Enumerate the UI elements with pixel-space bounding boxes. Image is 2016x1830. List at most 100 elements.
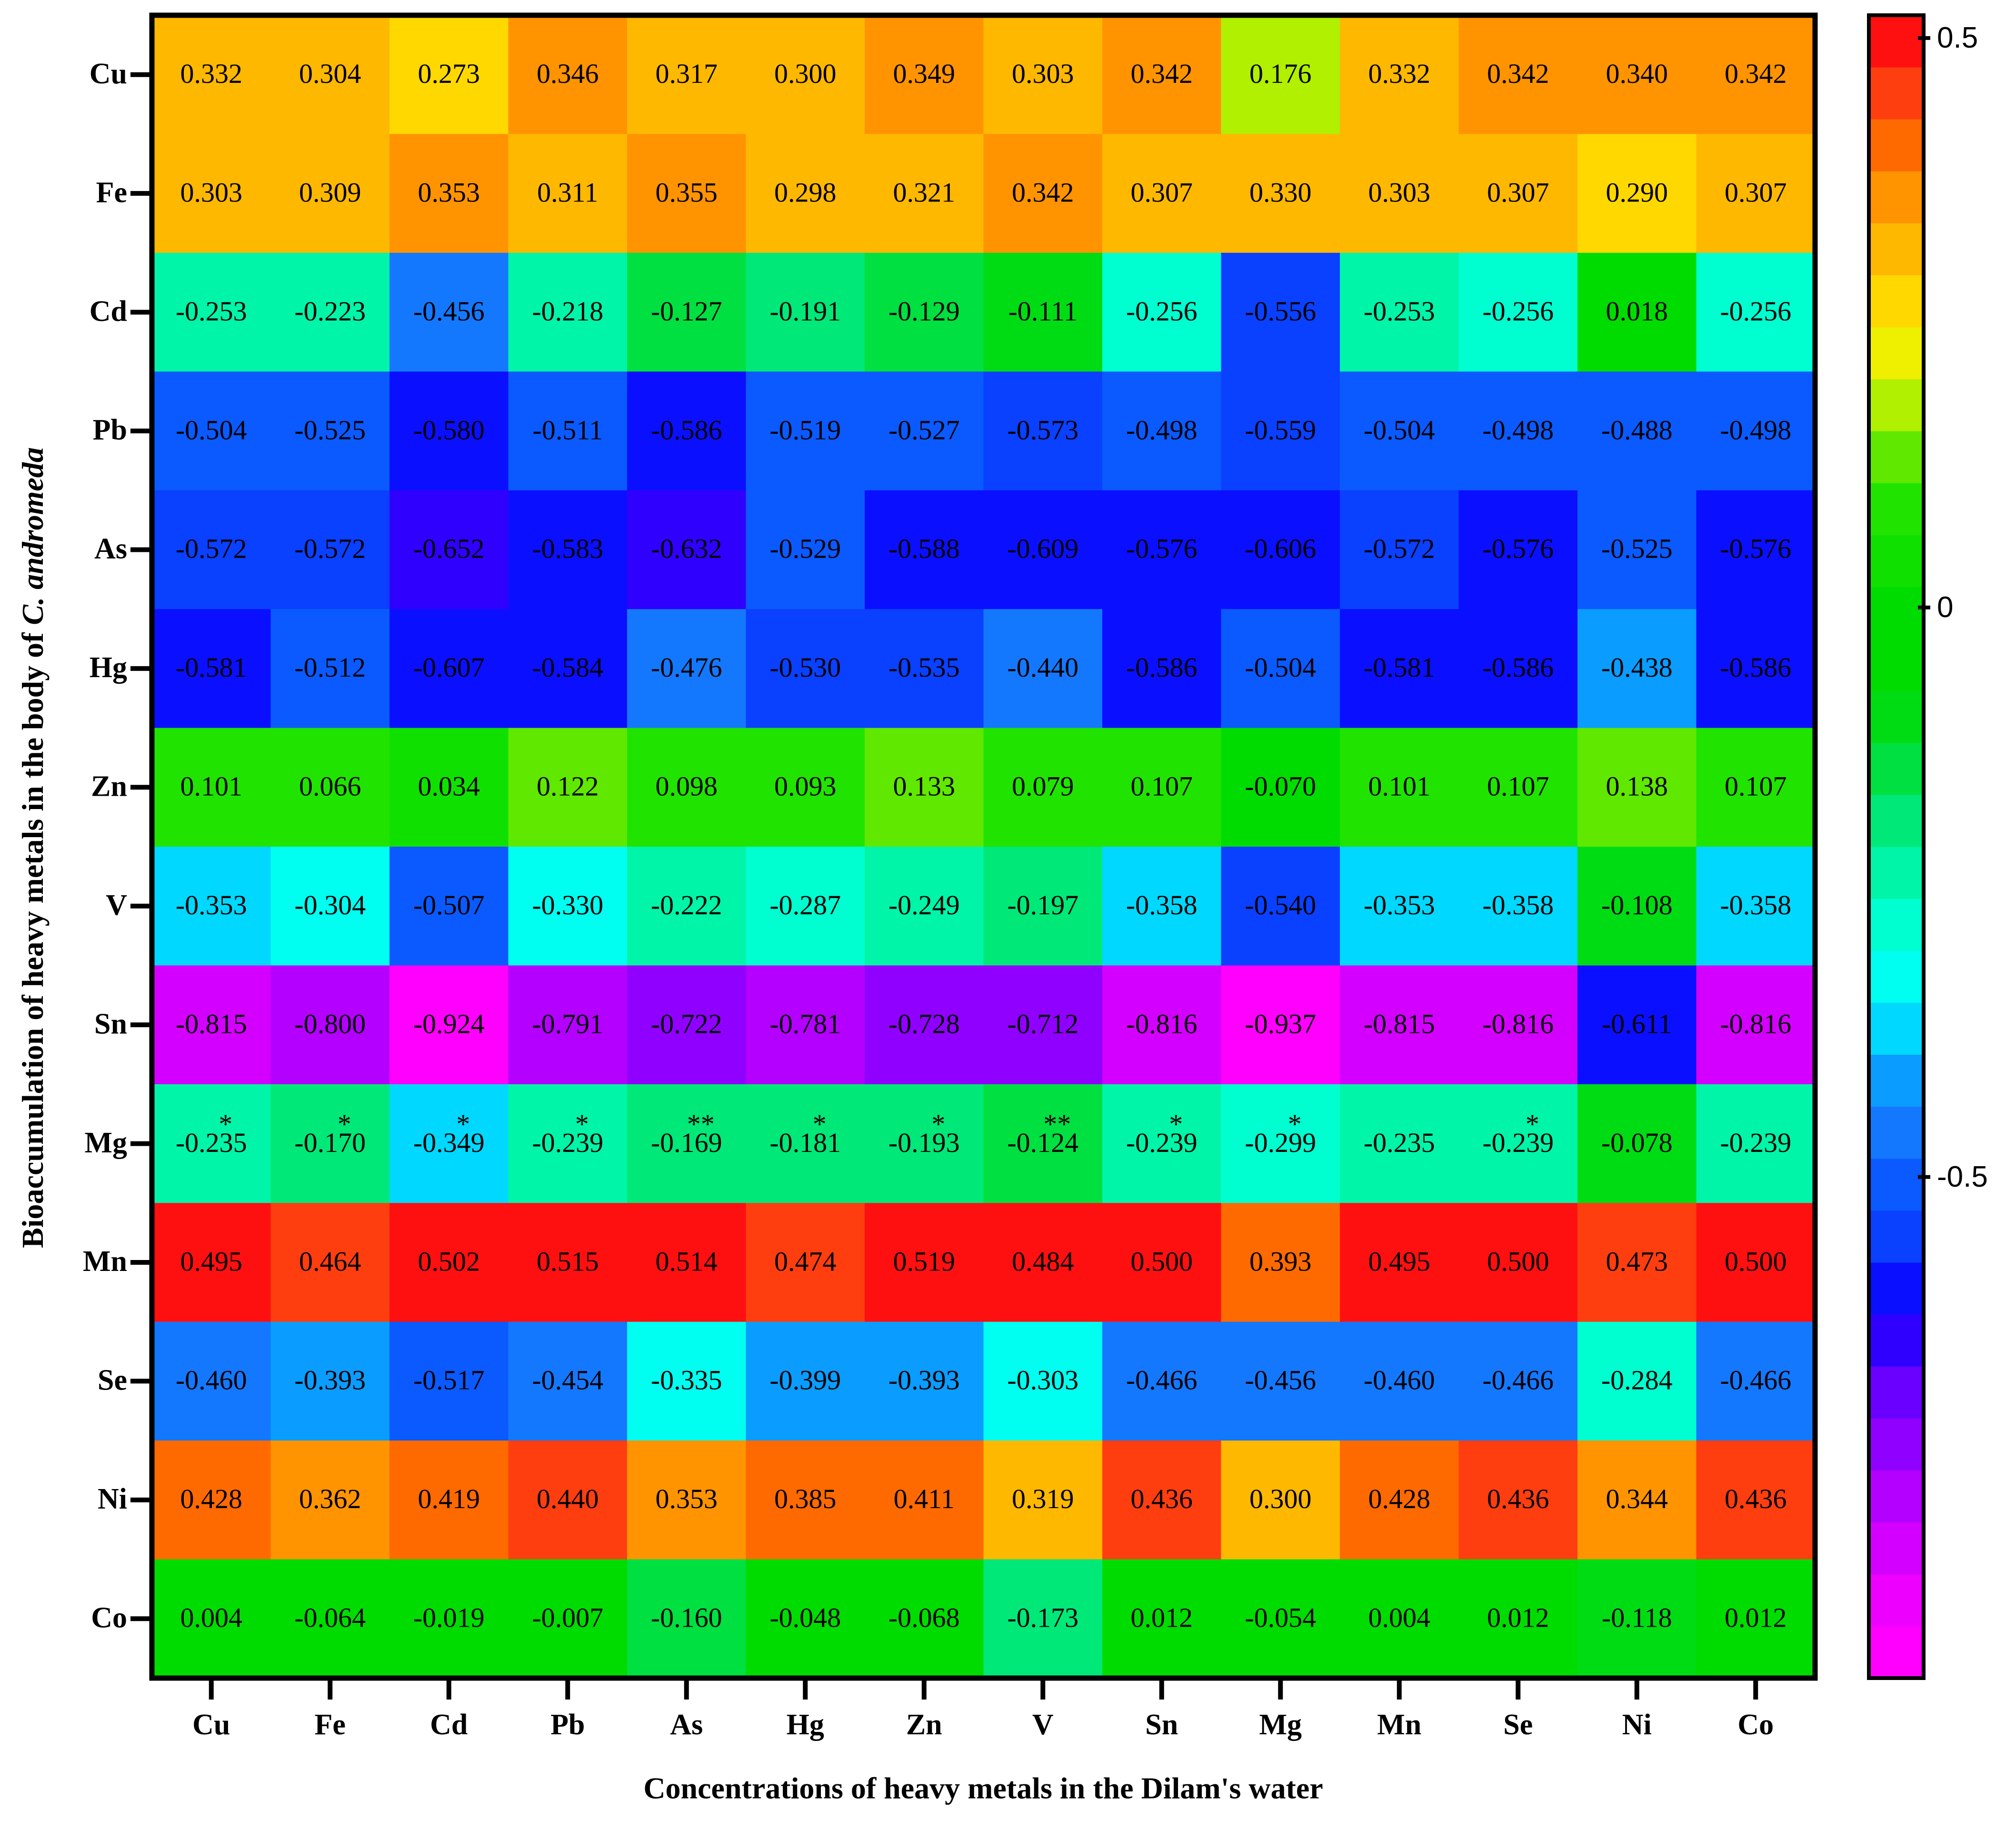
cell <box>746 15 865 134</box>
cell-label: -0.535 <box>888 652 960 683</box>
cell <box>1696 134 1816 253</box>
colorbar-tick-label: -0.5 <box>1937 1160 1988 1193</box>
y-axis-title: Bioaccumulation of heavy metals in the b… <box>16 447 50 1248</box>
cell <box>983 1084 1103 1203</box>
cell-label: 0.428 <box>180 1483 243 1514</box>
cell <box>746 728 865 847</box>
cell <box>746 1203 865 1322</box>
x-tick-label: Co <box>1737 1709 1774 1741</box>
cell <box>746 1559 865 1679</box>
cell <box>152 134 271 253</box>
cell <box>1696 371 1816 491</box>
cell-label: 0.353 <box>418 177 480 208</box>
cell-label: 0.098 <box>656 771 718 802</box>
cell-label: -0.584 <box>532 652 603 683</box>
cell-label: 0.303 <box>1368 177 1431 208</box>
cell-label: 0.484 <box>1012 1246 1074 1277</box>
cell-label: 0.307 <box>1487 177 1549 208</box>
cell-label: -0.466 <box>1720 1365 1791 1396</box>
cell-label: 0.340 <box>1606 58 1668 89</box>
cell-label: 0.411 <box>894 1483 955 1514</box>
cell-label: 0.012 <box>1487 1602 1549 1633</box>
cell-label: 0.353 <box>656 1483 718 1514</box>
cell-label: -0.815 <box>1364 1008 1435 1039</box>
cell <box>508 1321 628 1441</box>
cell-label: -0.530 <box>769 652 841 683</box>
cell <box>983 847 1103 966</box>
cell-label: -0.712 <box>1007 1008 1078 1039</box>
cell-label: -0.816 <box>1482 1008 1554 1039</box>
cell <box>1458 1440 1578 1560</box>
y-tick-label: Co <box>91 1602 127 1634</box>
cell <box>270 15 390 134</box>
colorbar-band <box>1869 119 1924 171</box>
colorbar-band <box>1869 483 1924 535</box>
cell-label: -0.235 <box>1364 1127 1435 1158</box>
cell-label: 0.342 <box>1012 177 1074 208</box>
cell <box>1221 1084 1340 1203</box>
cell-label: -0.556 <box>1245 296 1316 327</box>
cell <box>865 609 984 729</box>
cell <box>1577 371 1697 491</box>
cell-label: 0.346 <box>537 58 599 89</box>
cell-label: -0.239 <box>1126 1127 1198 1158</box>
cell-label: 0.464 <box>299 1246 361 1277</box>
cell-label: -0.498 <box>1482 414 1554 445</box>
cell-label: 0.514 <box>656 1246 718 1277</box>
x-tick-label: Sn <box>1145 1709 1178 1741</box>
cell <box>1221 965 1340 1085</box>
y-tick-label: Pb <box>93 414 127 446</box>
cell-label: -0.454 <box>532 1365 603 1396</box>
cell-label: -0.576 <box>1720 533 1791 564</box>
cell-label: 0.176 <box>1249 58 1312 89</box>
cell <box>1102 15 1221 134</box>
cell <box>983 490 1103 610</box>
cell <box>1458 609 1578 729</box>
cell-label: -0.235 <box>176 1127 247 1158</box>
x-tick-label: Fe <box>315 1709 346 1741</box>
cell <box>1340 1203 1459 1322</box>
cell-label: -0.572 <box>294 533 366 564</box>
cell-label: -0.299 <box>1245 1127 1316 1158</box>
cell-label: -0.160 <box>651 1602 722 1633</box>
cell-label: 0.436 <box>1487 1483 1549 1514</box>
cell <box>270 252 390 372</box>
cell-label: -0.222 <box>651 890 722 920</box>
colorbar-band <box>1869 327 1924 380</box>
cell <box>152 1559 271 1679</box>
cell-label: 0.342 <box>1725 58 1787 89</box>
colorbar-band <box>1869 1574 1924 1627</box>
cell-label: -0.169 <box>651 1127 722 1158</box>
cell <box>627 15 746 134</box>
cell-label: 0.474 <box>774 1246 837 1277</box>
cell-label: -0.197 <box>1007 890 1078 920</box>
cell <box>1696 965 1816 1085</box>
cell-label: -0.504 <box>1364 414 1435 445</box>
cell <box>627 728 746 847</box>
cell <box>1340 728 1459 847</box>
cell-label: 0.307 <box>1725 177 1787 208</box>
cell <box>865 1321 984 1441</box>
cell <box>1102 847 1221 966</box>
cell <box>270 1559 390 1679</box>
colorbar-band <box>1869 1366 1924 1419</box>
cell <box>1340 965 1459 1085</box>
colorbar-band <box>1869 1002 1924 1055</box>
cell-label: -0.527 <box>888 414 960 445</box>
cell <box>508 134 628 253</box>
cell-label: -0.572 <box>176 533 247 564</box>
x-tick-label: Hg <box>787 1709 824 1741</box>
cell-label: 0.519 <box>893 1246 956 1277</box>
colorbar-band <box>1869 742 1924 795</box>
cell-label: -0.611 <box>1602 1008 1672 1039</box>
y-axis-title-italic: C. andromeda <box>16 447 50 625</box>
cell <box>1102 371 1221 491</box>
cell <box>389 252 509 372</box>
cell <box>389 1203 509 1322</box>
cell <box>1102 965 1221 1085</box>
cell <box>508 490 628 610</box>
cell-label: -0.722 <box>651 1008 722 1039</box>
cell-label: -0.223 <box>294 296 366 327</box>
cell-label: -0.586 <box>1720 652 1791 683</box>
cell-label: -0.525 <box>1601 533 1673 564</box>
